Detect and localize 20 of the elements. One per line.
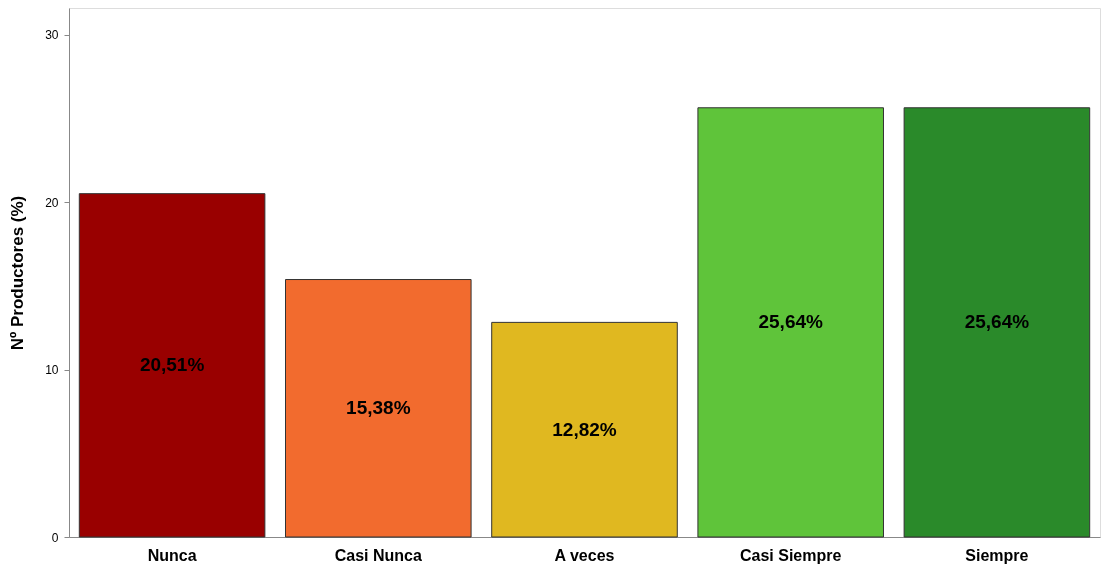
y-axis-title: Nº Productores (%) <box>8 195 28 351</box>
bar <box>697 107 884 538</box>
data-label: 20,51% <box>139 354 205 376</box>
x-tick-label: Casi Siempre <box>740 546 842 564</box>
bar <box>491 321 678 538</box>
y-tick-label: 0 <box>51 530 59 545</box>
x-tick-label: Nunca <box>147 546 197 564</box>
bar <box>903 107 1091 538</box>
x-tick-label: Casi Nunca <box>334 546 422 564</box>
x-tick-label: Siempre <box>965 546 1029 564</box>
bar <box>78 193 266 538</box>
bar <box>285 279 472 538</box>
data-label: 12,82% <box>552 418 617 440</box>
y-tick-label: 20 <box>45 195 59 210</box>
data-label: 25,64% <box>964 311 1030 333</box>
y-tick-label: 30 <box>45 28 59 43</box>
data-label: 15,38% <box>346 397 411 419</box>
data-label: 25,64% <box>758 311 824 333</box>
y-tick-label: 10 <box>45 363 59 378</box>
x-tick-label: A veces <box>554 546 615 564</box>
